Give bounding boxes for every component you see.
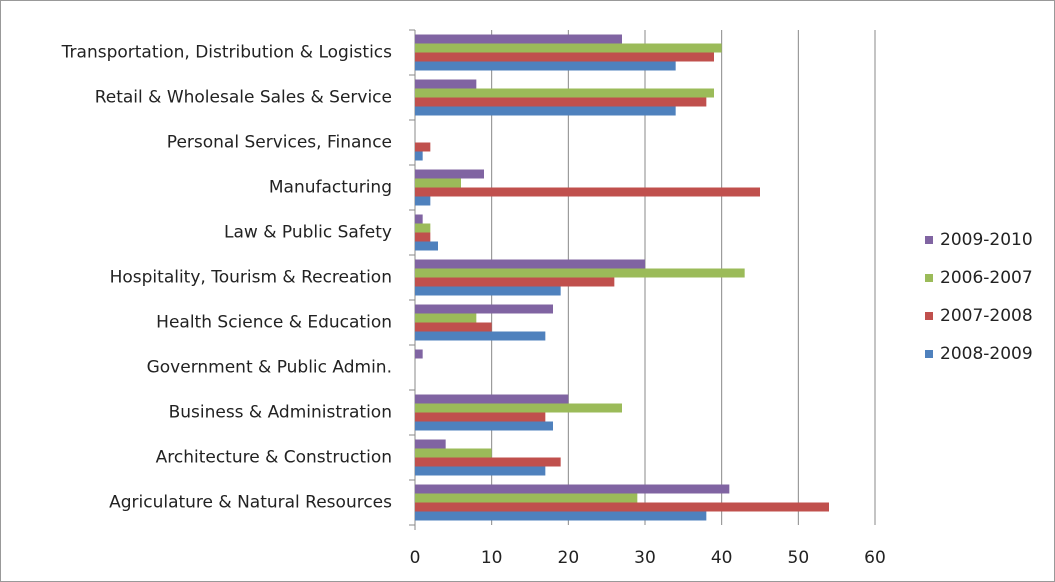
- bar: [415, 304, 553, 314]
- y-tick-label: Hospitality, Tourism & Recreation: [110, 268, 392, 288]
- x-tick-label: 30: [634, 548, 656, 568]
- x-tick-label: 20: [558, 548, 580, 568]
- bar: [415, 232, 431, 242]
- bar: [415, 511, 707, 521]
- x-tick-label: 40: [711, 548, 733, 568]
- bar: [415, 313, 477, 323]
- legend-swatch: [925, 312, 933, 320]
- bar: [415, 223, 431, 233]
- bar: [415, 151, 423, 161]
- bar: [415, 394, 569, 404]
- y-tick-label: Architecture & Construction: [156, 448, 392, 468]
- bar: [415, 187, 760, 197]
- bar: [415, 178, 461, 188]
- y-tick-label: Law & Public Safety: [224, 223, 392, 243]
- legend-label: 2009-2010: [940, 230, 1033, 250]
- y-tick-label: Business & Administration: [169, 403, 392, 423]
- bar: [415, 79, 477, 89]
- y-tick-label: Manufacturing: [269, 178, 392, 198]
- legend-label: 2007-2008: [940, 306, 1033, 326]
- bar: [415, 142, 431, 152]
- legend-label: 2006-2007: [940, 268, 1033, 288]
- bar: [415, 322, 492, 332]
- legend-swatch: [925, 236, 933, 244]
- x-tick-label: 50: [788, 548, 810, 568]
- y-tick-label: Government & Public Admin.: [147, 358, 392, 378]
- bar: [415, 43, 722, 53]
- bar: [415, 466, 546, 476]
- bar: [415, 331, 546, 341]
- bar: [415, 106, 676, 116]
- bar: [415, 493, 638, 503]
- bar: [415, 34, 622, 44]
- bar: [415, 61, 676, 71]
- legend-swatch: [925, 274, 933, 282]
- bar: [415, 52, 714, 62]
- legend-label: 2008-2009: [940, 344, 1033, 364]
- x-tick-label: 0: [410, 548, 421, 568]
- bar: [415, 97, 707, 107]
- bar: [415, 412, 546, 422]
- legend-swatch: [925, 350, 933, 358]
- bar: [415, 268, 745, 278]
- y-tick-label: Personal Services, Finance: [167, 133, 392, 153]
- bar: [415, 502, 829, 512]
- bar: [415, 349, 423, 359]
- bar: [415, 439, 446, 449]
- bar: [415, 214, 423, 224]
- bar: [415, 277, 615, 287]
- y-tick-label: Retail & Wholesale Sales & Service: [95, 88, 392, 108]
- x-tick-label: 60: [864, 548, 886, 568]
- bar: [415, 286, 561, 296]
- bar: [415, 484, 730, 494]
- y-tick-label: Health Science & Education: [156, 313, 392, 333]
- bar: [415, 403, 622, 413]
- y-tick-label: Transportation, Distribution & Logistics: [61, 43, 392, 63]
- bar: [415, 259, 645, 269]
- bar: [415, 241, 438, 251]
- bar: [415, 448, 492, 458]
- bar: [415, 196, 431, 206]
- bar: [415, 421, 553, 431]
- bar: [415, 88, 714, 98]
- bar: [415, 169, 484, 179]
- x-tick-label: 10: [481, 548, 503, 568]
- y-tick-label: Agriculature & Natural Resources: [109, 493, 392, 513]
- bar: [415, 457, 561, 467]
